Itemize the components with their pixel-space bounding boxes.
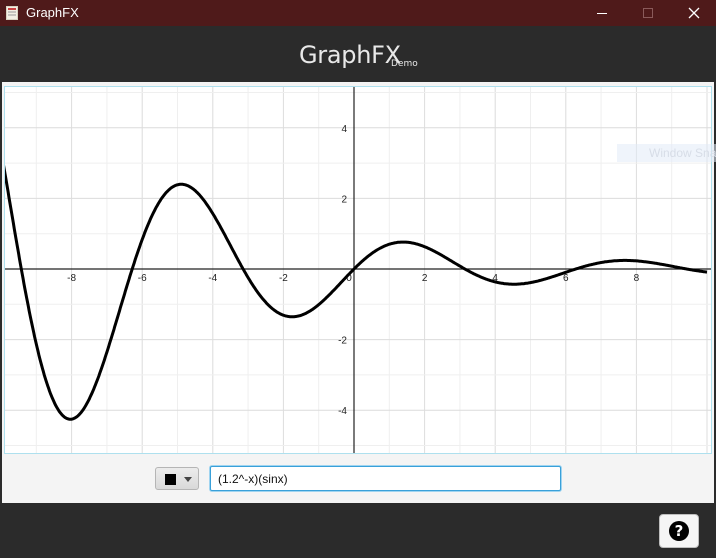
tick-labels: -8 -6 -4 -2 0 2 4 6 8 -4 -2 2 4 bbox=[67, 124, 639, 417]
minimize-icon bbox=[597, 13, 607, 14]
color-swatch bbox=[165, 474, 176, 485]
color-picker[interactable] bbox=[155, 467, 199, 490]
maximize-button bbox=[624, 0, 670, 26]
x-tick-label: 6 bbox=[563, 273, 569, 284]
app-header: GraphFX Demo bbox=[0, 26, 716, 82]
y-tick-label: 2 bbox=[341, 194, 347, 205]
close-button[interactable] bbox=[670, 0, 716, 26]
x-tick-label: -8 bbox=[67, 273, 76, 284]
app-subtitle: Demo bbox=[391, 59, 418, 69]
function-input[interactable] bbox=[210, 466, 561, 491]
minimize-button[interactable] bbox=[578, 0, 624, 26]
x-tick-label: -6 bbox=[138, 273, 147, 284]
axes bbox=[5, 87, 711, 453]
x-tick-label: 0 bbox=[346, 273, 352, 284]
footer-bar bbox=[0, 503, 716, 558]
x-tick-label: 2 bbox=[422, 273, 428, 284]
maximize-icon bbox=[643, 8, 653, 18]
grid-lines bbox=[5, 87, 711, 453]
y-tick-label: -2 bbox=[338, 336, 347, 347]
x-tick-label: -4 bbox=[208, 273, 217, 284]
function-curve bbox=[5, 164, 708, 421]
y-tick-label: 4 bbox=[341, 124, 347, 135]
x-tick-label: 8 bbox=[634, 273, 640, 284]
app-icon bbox=[6, 6, 18, 20]
app-title: GraphFX bbox=[299, 41, 401, 69]
window-snap-overlay: Window Sna bbox=[617, 144, 716, 162]
title-bar[interactable]: GraphFX bbox=[0, 0, 716, 26]
help-icon: ? bbox=[669, 521, 689, 541]
y-tick-label: -4 bbox=[338, 406, 347, 417]
x-tick-label: 4 bbox=[492, 273, 498, 284]
window-title: GraphFX bbox=[26, 5, 79, 20]
x-tick-label: -2 bbox=[279, 273, 288, 284]
chevron-down-icon bbox=[184, 477, 192, 482]
close-icon bbox=[688, 7, 700, 19]
graph-plot[interactable]: -8 -6 -4 -2 0 2 4 6 8 -4 -2 2 4 bbox=[4, 86, 712, 454]
help-button[interactable]: ? bbox=[659, 514, 699, 548]
